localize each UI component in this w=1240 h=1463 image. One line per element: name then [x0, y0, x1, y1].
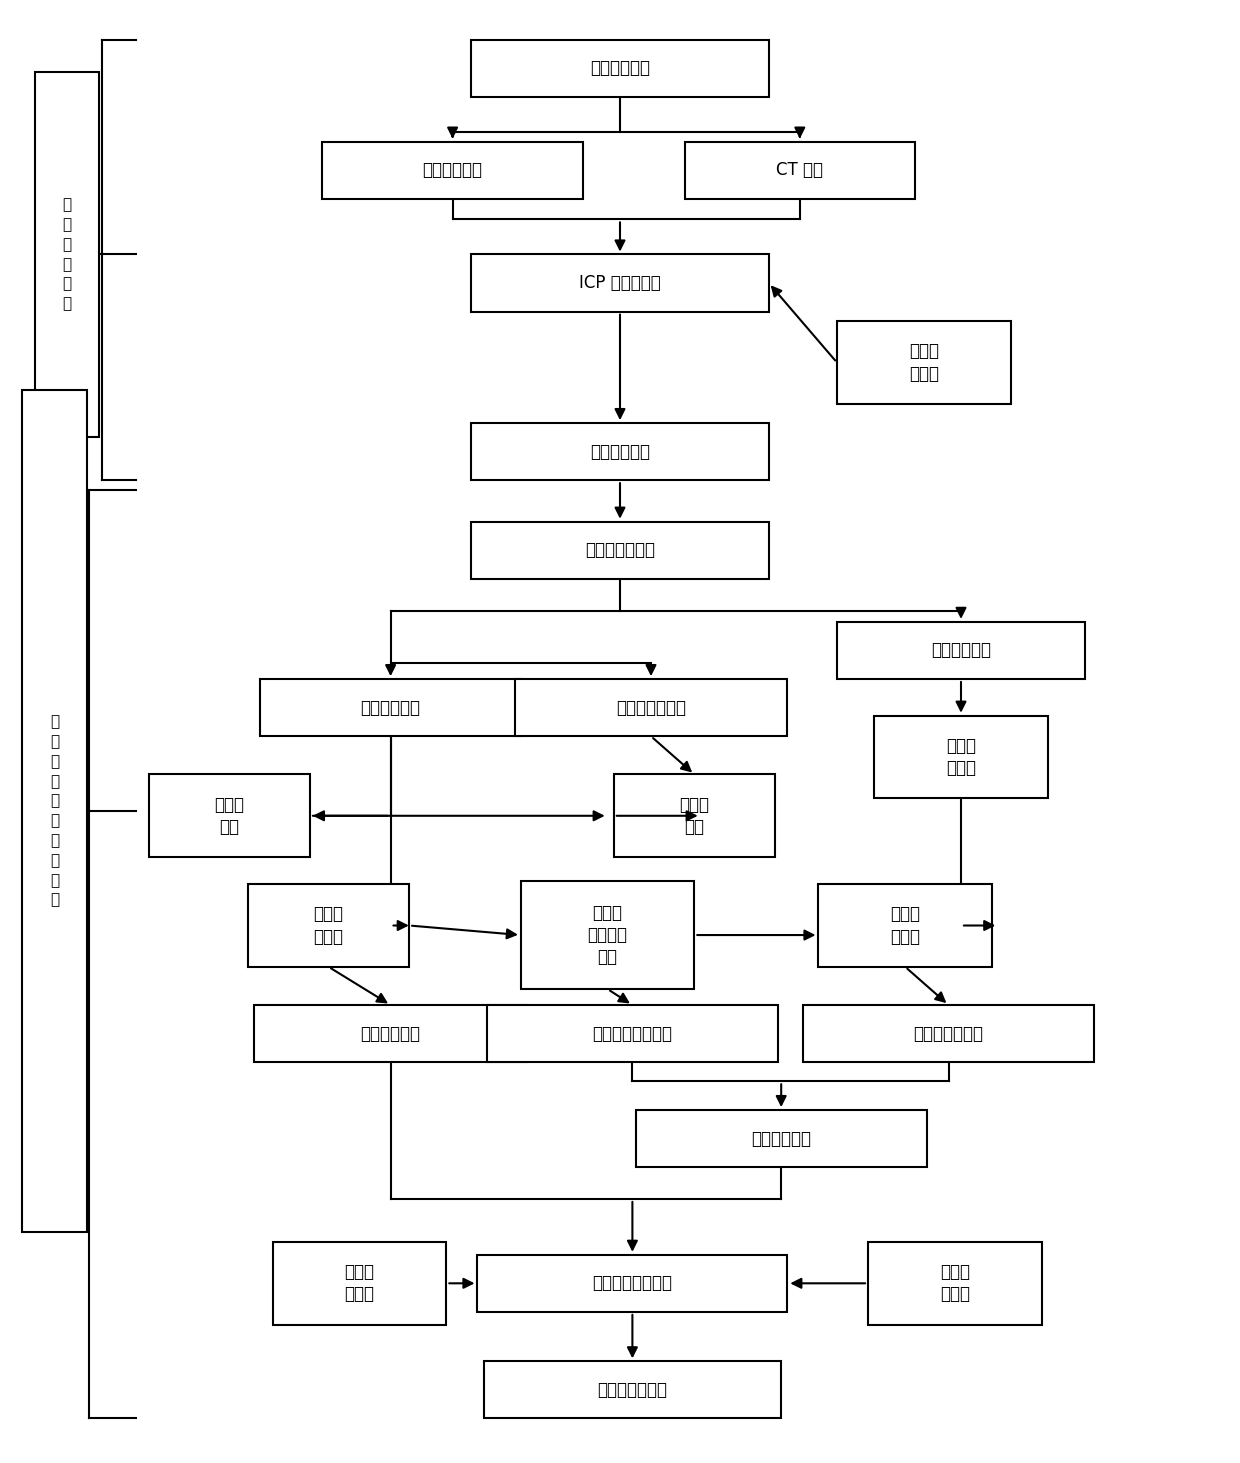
Bar: [260, 679, 521, 736]
Text: 三维设计模型: 三维设计模型: [590, 443, 650, 461]
Text: 恢复正常解剖形态: 恢复正常解剖形态: [593, 1024, 672, 1043]
Text: 确定缺损区边界: 确定缺损区边界: [585, 541, 655, 559]
Bar: [614, 774, 775, 857]
Bar: [486, 1005, 779, 1062]
Text: 边缘缝
合技术: 边缘缝 合技术: [940, 1263, 970, 1304]
Bar: [521, 881, 694, 989]
Text: 赝复体外表面: 赝复体外表面: [361, 1024, 420, 1043]
Text: 三维数
据库: 三维数 据库: [680, 796, 709, 835]
Text: 颜面缺损患者: 颜面缺损患者: [590, 60, 650, 78]
Text: 数据偏
移技术: 数据偏 移技术: [345, 1263, 374, 1304]
Text: 内外表面边界缝合: 内外表面边界缝合: [593, 1274, 672, 1292]
Bar: [484, 1361, 781, 1419]
Text: 敏感部
位缓冲: 敏感部 位缓冲: [946, 737, 976, 777]
Bar: [471, 255, 769, 312]
Bar: [149, 774, 310, 857]
Text: 对称特征缺损: 对称特征缺损: [361, 699, 420, 717]
Text: 镜像技
术、布尔
运算: 镜像技 术、布尔 运算: [588, 904, 627, 966]
Text: 赝复体内表面: 赝复体内表面: [751, 1129, 811, 1147]
Bar: [248, 884, 409, 967]
Text: 数据偏
移技术: 数据偏 移技术: [890, 906, 920, 945]
Bar: [868, 1242, 1042, 1324]
Text: 赝复体三维图形: 赝复体三维图形: [598, 1381, 667, 1399]
Bar: [684, 142, 915, 199]
Bar: [471, 423, 769, 480]
Bar: [874, 715, 1048, 799]
Bar: [837, 622, 1085, 679]
Bar: [322, 142, 583, 199]
Bar: [804, 1005, 1094, 1062]
Bar: [22, 389, 87, 1232]
Text: 非对称特征缺损: 非对称特征缺损: [616, 699, 686, 717]
Text: 二次镜
像法: 二次镜 像法: [215, 796, 244, 835]
Bar: [471, 40, 769, 97]
Text: CT 扫描: CT 扫描: [776, 161, 823, 178]
Text: 三维光学扫描: 三维光学扫描: [423, 161, 482, 178]
Text: ICP 法数据配准: ICP 法数据配准: [579, 274, 661, 293]
Text: 选取内部数据: 选取内部数据: [931, 641, 991, 660]
Text: 形成中空式结构: 形成中空式结构: [914, 1024, 983, 1043]
Bar: [837, 322, 1011, 404]
Text: 三
维
数
字
化
赝
复
体
设
计: 三 维 数 字 化 赝 复 体 设 计: [50, 714, 60, 907]
Bar: [515, 679, 787, 736]
Bar: [471, 522, 769, 579]
Text: 边缘缝
合技术: 边缘缝 合技术: [909, 342, 939, 383]
Bar: [477, 1255, 787, 1312]
Bar: [818, 884, 992, 967]
Bar: [254, 1005, 527, 1062]
Text: 边缘缝
合技术: 边缘缝 合技术: [314, 906, 343, 945]
Bar: [35, 72, 99, 437]
Text: 三
维
数
据
采
集: 三 维 数 据 采 集: [62, 198, 72, 312]
Bar: [273, 1242, 446, 1324]
Bar: [635, 1110, 926, 1167]
